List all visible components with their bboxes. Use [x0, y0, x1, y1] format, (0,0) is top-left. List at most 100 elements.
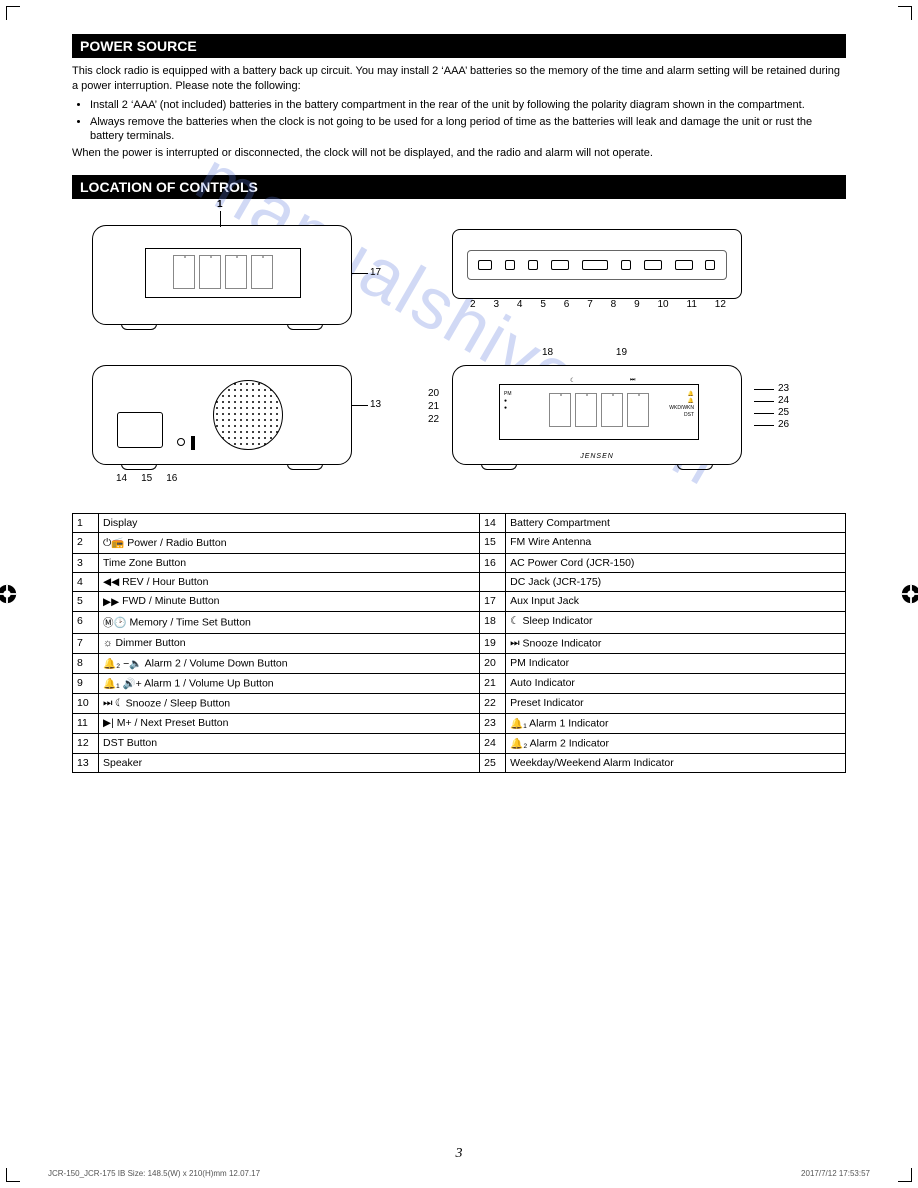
device-back-view	[92, 365, 352, 465]
page-number: 3	[456, 1146, 463, 1162]
callout-number: 21	[428, 400, 439, 413]
callout-number: 8	[611, 299, 617, 310]
callout-number: 5	[540, 299, 546, 310]
row-num: 7	[73, 633, 99, 653]
row-label: AC Power Cord (JCR-150)	[506, 554, 846, 573]
table-row: 1 Display14 Battery Compartment	[73, 514, 846, 533]
section-heading-power: POWER SOURCE	[72, 34, 846, 58]
a2-vol-minus-icon: 🔔₂ −🔈	[103, 657, 142, 670]
callout-number: 15	[141, 473, 152, 484]
row-label: ⏭ ☾ Snooze / Sleep Button	[99, 693, 480, 713]
row-label: ⏻📻 Power / Radio Button	[99, 533, 480, 554]
table-row: 9🔔₁ 🔊+ Alarm 1 / Volume Up Button21 Auto…	[73, 673, 846, 693]
row-num: 11	[73, 713, 99, 733]
callout-number: 6	[564, 299, 570, 310]
callout-number: 26	[778, 419, 789, 431]
section-heading-controls: LOCATION OF CONTROLS	[72, 175, 846, 199]
top-callout-row: 2 3 4 5 6 7 8 9 10 11 12	[470, 299, 726, 321]
a1-ind-icon: 🔔₁	[510, 717, 527, 730]
callout-number: 23	[778, 383, 789, 395]
row-num: 18	[480, 611, 506, 633]
table-row: 11▶| M+ / Next Preset Button23🔔₁ Alarm 1…	[73, 713, 846, 733]
row-num: 14	[480, 514, 506, 533]
row-num: 6	[73, 611, 99, 633]
power-bullet: Install 2 ‘AAA’ (not included) batteries…	[90, 98, 846, 113]
row-num: 25	[480, 753, 506, 772]
table-row: 3 Time Zone Button16 AC Power Cord (JCR-…	[73, 554, 846, 573]
registration-mark-icon	[900, 583, 918, 605]
callout-number: 2	[470, 299, 476, 310]
rewind-icon: ◀◀	[103, 576, 119, 588]
display-top-callouts: 18 19	[542, 347, 627, 358]
row-label: ▶▶ FWD / Minute Button	[99, 592, 480, 611]
row-label: Auto Indicator	[506, 673, 846, 693]
forward-icon: ▶▶	[103, 596, 119, 608]
callout-number: 16	[166, 473, 177, 484]
device-display-closeup: PM●● 🔔🔔WKD/WKNDST ☾ ⏭ JENSEN	[452, 365, 742, 465]
callout-number: 25	[778, 407, 789, 419]
callout-number: 10	[658, 299, 669, 310]
brand-logo: JENSEN	[580, 453, 614, 460]
callout-number: 4	[517, 299, 523, 310]
callout-number: 7	[587, 299, 593, 310]
row-label: Weekday/Weekend Alarm Indicator	[506, 753, 846, 772]
row-num: 24	[480, 733, 506, 753]
row-label: 🔔₂ Alarm 2 Indicator	[506, 733, 846, 753]
row-num: 8	[73, 653, 99, 673]
row-num: 4	[73, 573, 99, 592]
table-row: 8🔔₂ −🔈 Alarm 2 / Volume Down Button20 PM…	[73, 653, 846, 673]
row-label: Speaker	[99, 753, 480, 772]
display-right-callouts: 23 24 25 26	[754, 383, 789, 431]
row-num: 19	[480, 633, 506, 653]
display-left-callouts: 20 21 22	[428, 387, 439, 426]
row-label: Display	[99, 514, 480, 533]
back-bottom-callouts: 14 15 16	[116, 473, 177, 484]
power-paragraph-2: When the power is interrupted or disconn…	[72, 146, 846, 161]
row-num: 1	[73, 514, 99, 533]
a1-vol-plus-icon: 🔔₁ 🔊+	[103, 677, 142, 690]
row-label: 🔔₁ 🔊+ Alarm 1 / Volume Up Button	[99, 673, 480, 693]
row-label: ▶| M+ / Next Preset Button	[99, 713, 480, 733]
row-label: ☼ Dimmer Button	[99, 633, 480, 653]
row-label: Battery Compartment	[506, 514, 846, 533]
dimmer-icon: ☼	[103, 637, 113, 649]
table-row: 5▶▶ FWD / Minute Button17 Aux Input Jack	[73, 592, 846, 611]
power-radio-icon: ⏻📻	[103, 536, 124, 550]
table-row: 6Ⓜ🕑 Memory / Time Set Button18☾ Sleep In…	[73, 611, 846, 633]
row-num: 13	[73, 753, 99, 772]
next-icon: ▶|	[103, 717, 114, 729]
crop-mark	[894, 6, 912, 24]
row-label: ☾ Sleep Indicator	[506, 611, 846, 633]
callout-number: 20	[428, 387, 439, 400]
row-num: 5	[73, 592, 99, 611]
row-label: DST Button	[99, 733, 480, 753]
row-label: Ⓜ🕑 Memory / Time Set Button	[99, 611, 480, 633]
snooze-sleep-icon: ⏭ ☾	[103, 697, 123, 710]
footer-left: JCR-150_JCR-175 IB Size: 148.5(W) x 210(…	[48, 1169, 260, 1178]
callout-number: 12	[715, 299, 726, 310]
row-num: 20	[480, 653, 506, 673]
row-num: 21	[480, 673, 506, 693]
moon-icon: ☾	[510, 615, 519, 627]
row-label: ⏭ Snooze Indicator	[506, 633, 846, 653]
controls-table: 1 Display14 Battery Compartment2⏻📻 Power…	[72, 513, 846, 772]
row-num	[480, 573, 506, 592]
row-label: ◀◀ REV / Hour Button	[99, 573, 480, 592]
power-bullet-list: Install 2 ‘AAA’ (not included) batteries…	[72, 98, 846, 145]
table-row: 13 Speaker25 Weekday/Weekend Alarm Indic…	[73, 753, 846, 772]
table-row: 10⏭ ☾ Snooze / Sleep Button22 Preset Ind…	[73, 693, 846, 713]
row-num: 15	[480, 533, 506, 554]
row-label: 🔔₂ −🔈 Alarm 2 / Volume Down Button	[99, 653, 480, 673]
table-row: 7☼ Dimmer Button19⏭ Snooze Indicator	[73, 633, 846, 653]
row-label: PM Indicator	[506, 653, 846, 673]
row-num: 16	[480, 554, 506, 573]
row-label: Time Zone Button	[99, 554, 480, 573]
a2-ind-icon: 🔔₂	[510, 737, 527, 750]
row-num: 17	[480, 592, 506, 611]
callout-number: 17	[370, 267, 381, 278]
callout-number: 19	[616, 347, 627, 358]
diagram-area: manualshive.com 1 17	[72, 205, 846, 505]
m-clock-icon: Ⓜ🕑	[103, 615, 127, 630]
device-top-view	[452, 229, 742, 299]
row-label: Aux Input Jack	[506, 592, 846, 611]
